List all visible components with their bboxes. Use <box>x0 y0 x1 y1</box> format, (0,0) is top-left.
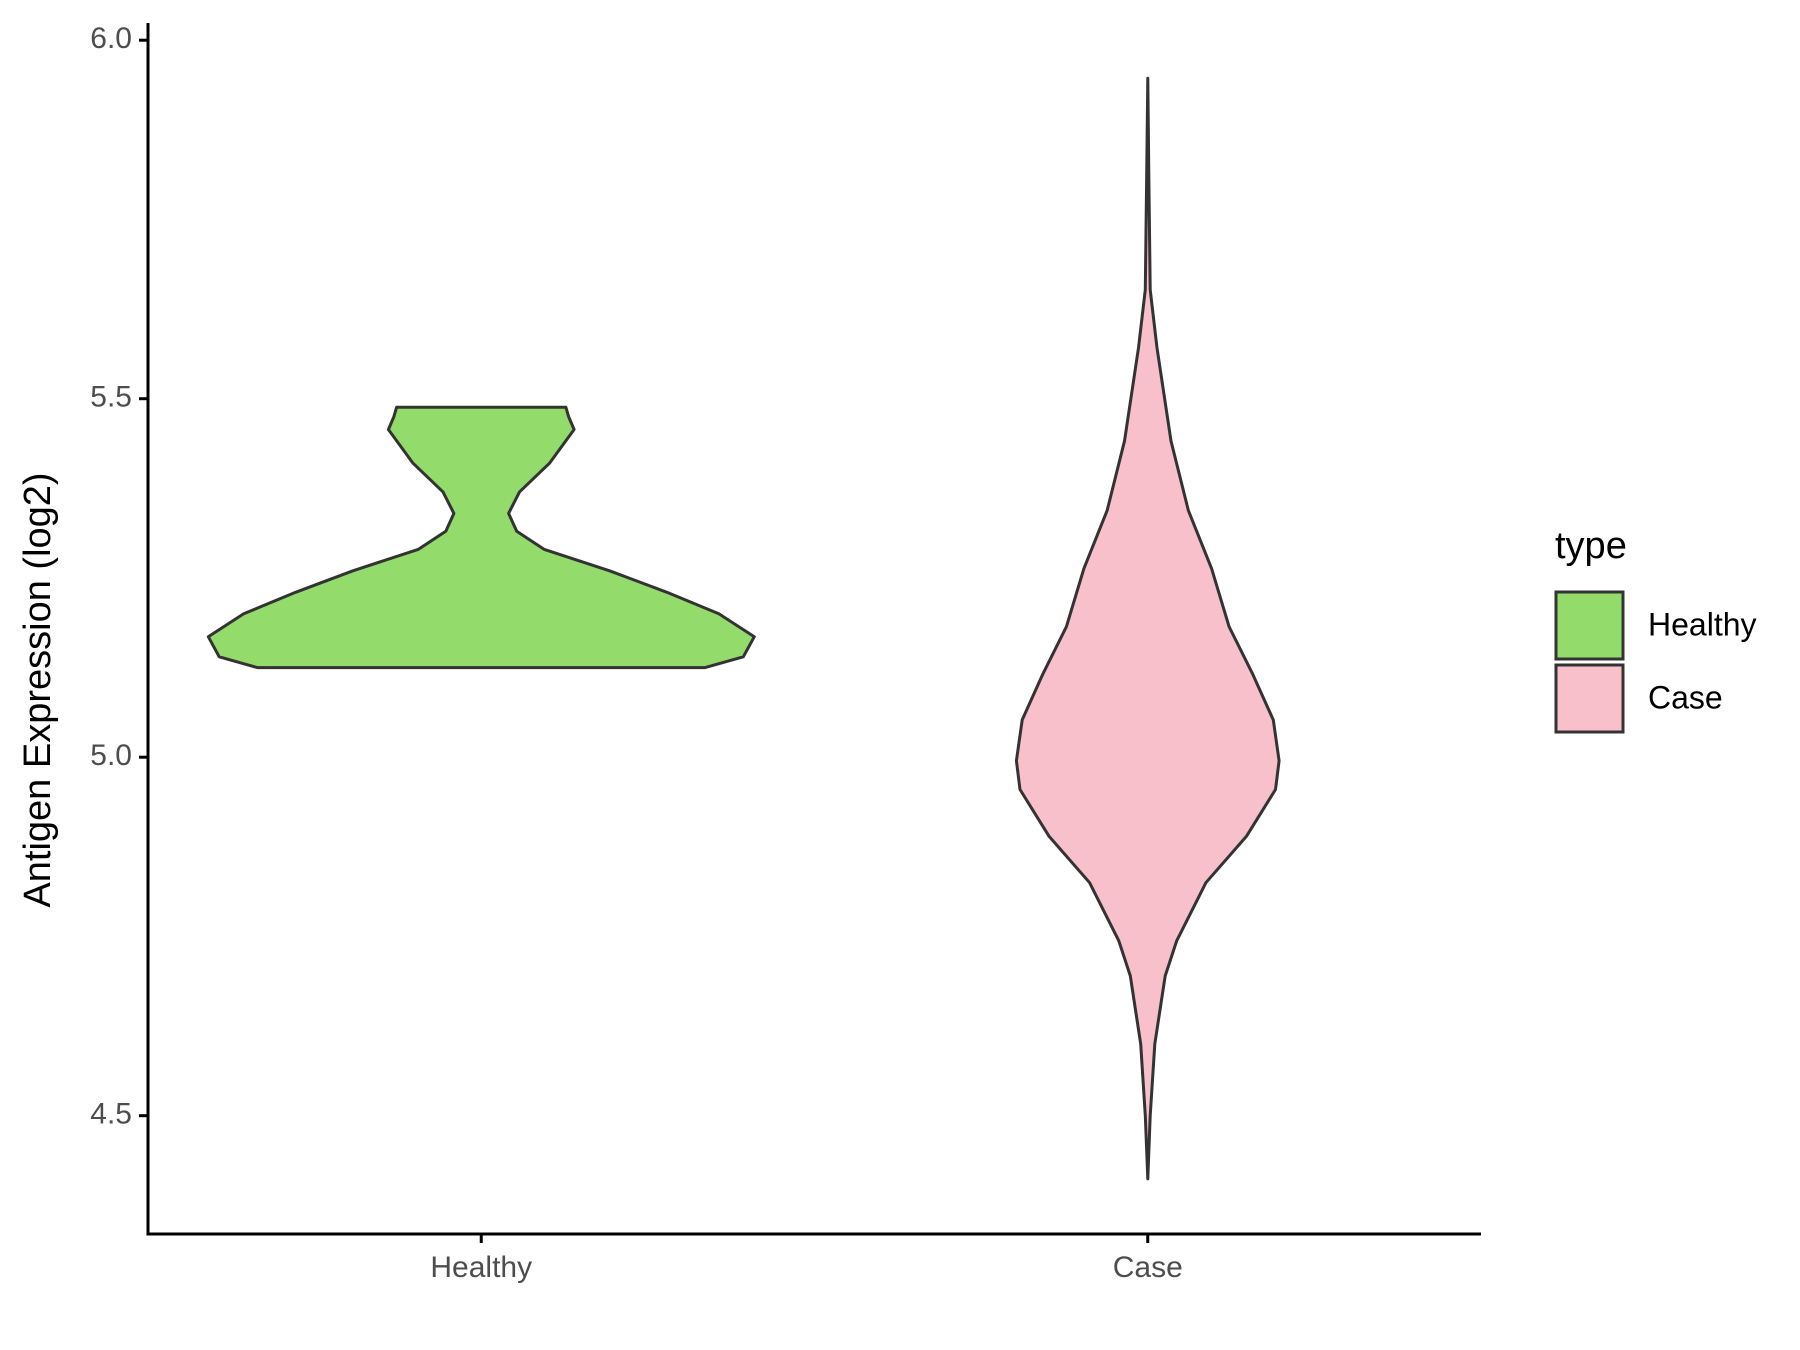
y-axis-label: Antigen Expression (log2) <box>17 472 59 907</box>
violin <box>206 405 756 670</box>
y-tick-label: 5.5 <box>90 381 132 414</box>
legend-swatch <box>1554 663 1625 734</box>
violin <box>1014 76 1281 1181</box>
y-tick-label: 4.5 <box>90 1098 132 1131</box>
legend-label: Healthy <box>1648 606 1757 642</box>
legend-label: Case <box>1648 679 1723 715</box>
y-tick-label: 6.0 <box>90 22 132 55</box>
y-tick-label: 5.0 <box>90 739 132 772</box>
x-tick-label: Case <box>1113 1251 1183 1284</box>
legend-swatch <box>1554 590 1625 661</box>
x-tick-label: Healthy <box>430 1251 532 1284</box>
legend-title: type <box>1555 525 1627 567</box>
